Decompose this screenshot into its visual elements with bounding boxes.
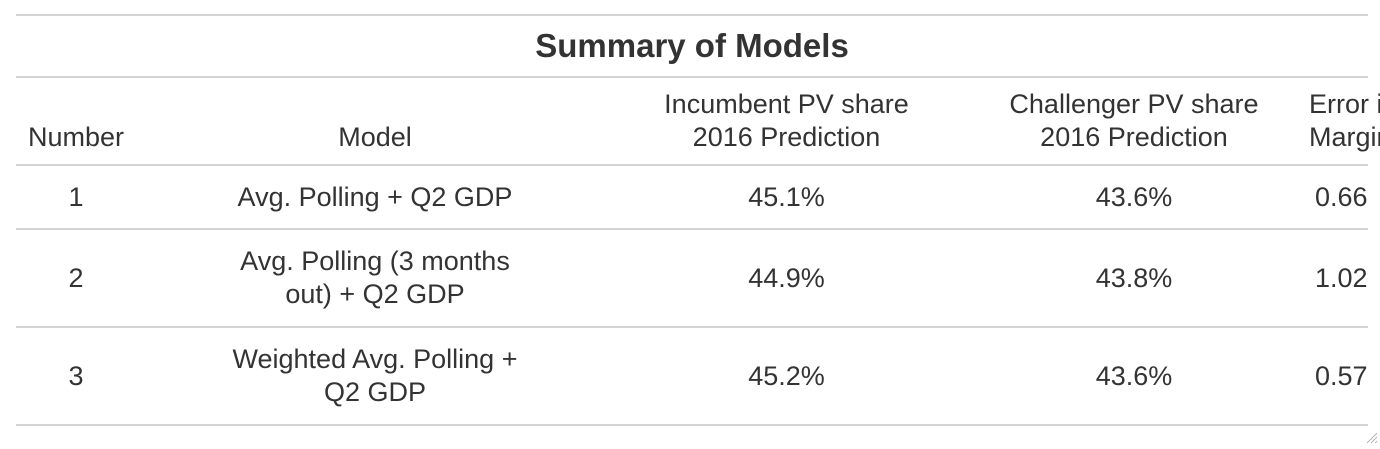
header-challenger-line2: 2016 Prediction xyxy=(1040,122,1228,152)
cell-model: Avg. Polling (3 months out) + Q2 GDP xyxy=(136,229,614,328)
header-incumbent-pv-share: Incumbent PV share 2016 Prediction xyxy=(614,77,959,166)
cell-incumbent: 45.2% xyxy=(748,360,825,391)
cell-incumbent: 44.9% xyxy=(614,229,959,328)
cell-model: Weighted Avg. Polling + Q2 GDP xyxy=(136,327,614,425)
header-error-line2: Margin xyxy=(1309,122,1380,152)
summary-table-container: Summary of Models Number Model Incumbent… xyxy=(16,14,1380,426)
cell-challenger: 43.6% xyxy=(959,165,1309,230)
cell-number: 3 xyxy=(68,360,84,391)
cell-model-line1: Weighted Avg. Polling + xyxy=(232,344,518,374)
title-row: Summary of Models xyxy=(16,15,1369,78)
header-incumbent-line2: 2016 Prediction xyxy=(692,122,881,152)
table-row: 2 Avg. Polling (3 months out) + Q2 GDP 4… xyxy=(16,229,1369,328)
cell-number: 2 xyxy=(16,229,136,328)
header-error-line1: Error in PV xyxy=(1309,89,1380,119)
header-number: Number xyxy=(16,77,136,166)
table-title: Summary of Models xyxy=(16,15,1369,78)
header-model: Model xyxy=(136,77,614,166)
cell-model: Avg. Polling + Q2 GDP xyxy=(136,165,614,230)
header-challenger-line1: Challenger PV share xyxy=(1009,89,1259,119)
cell-model-line1: Avg. Polling (3 months xyxy=(240,246,510,276)
cell-model-line2: out) + Q2 GDP xyxy=(285,279,465,309)
cell-error: 0.66 xyxy=(1309,165,1369,230)
header-error-pv-margin: Error in PV Margin xyxy=(1309,77,1380,166)
resize-handle-icon[interactable] xyxy=(1364,430,1378,444)
header-incumbent-line1: Incumbent PV share xyxy=(664,89,909,119)
cell-model-line2: Q2 GDP xyxy=(323,377,427,407)
cell-challenger: 43.6% xyxy=(1095,360,1173,391)
cell-incumbent: 45.1% xyxy=(614,165,959,230)
column-header-row: Number Model Incumbent PV share 2016 Pre… xyxy=(16,77,1380,166)
header-challenger-pv-share: Challenger PV share 2016 Prediction xyxy=(959,77,1309,166)
summary-of-models-table: Summary of Models Number Model Incumbent… xyxy=(16,14,1380,426)
table-row: 3 Weighted Avg. Polling + Q2 GDP 45.2% 4… xyxy=(16,327,1368,425)
cell-model-line1: Avg. Polling + Q2 GDP xyxy=(237,181,513,212)
cell-error: 1.02 xyxy=(1309,229,1369,328)
cell-error: 0.57 xyxy=(1315,360,1368,391)
cell-number: 1 xyxy=(16,165,136,230)
cell-challenger: 43.8% xyxy=(959,229,1309,328)
table-row: 1 Avg. Polling + Q2 GDP 45.1% 43.6% 0.66 xyxy=(16,165,1369,230)
